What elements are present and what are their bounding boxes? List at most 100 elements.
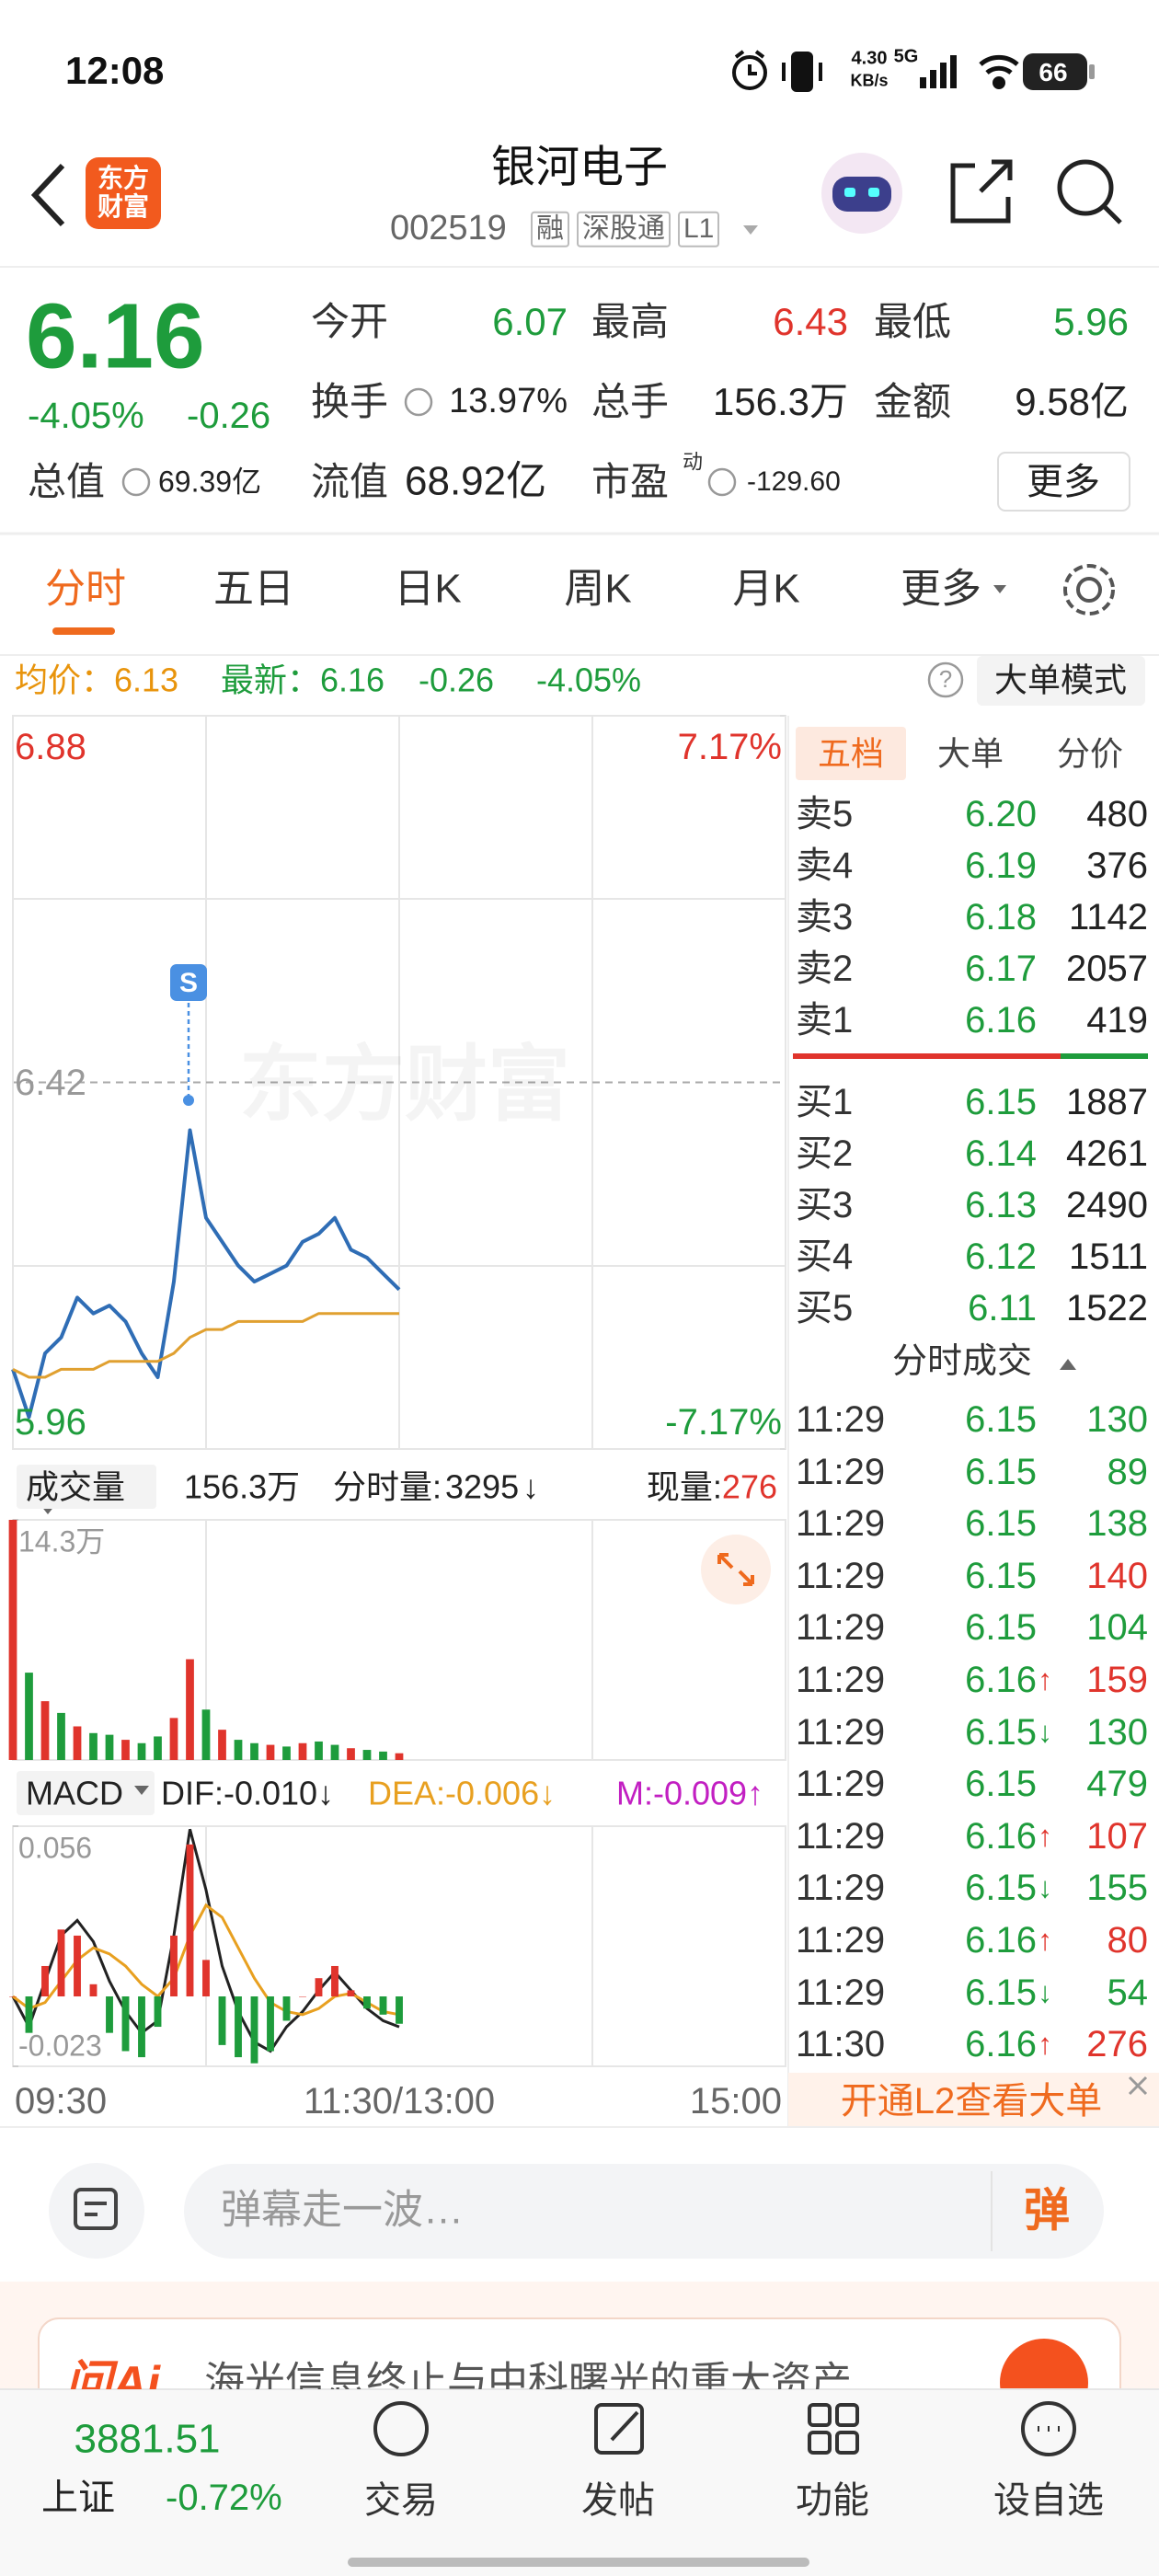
trade-time: 11:29	[796, 1503, 886, 1545]
sort-arrow[interactable]	[1060, 1359, 1076, 1370]
chart-tab[interactable]: 分时	[45, 566, 126, 612]
trade-time: 11:29	[796, 1399, 886, 1440]
danmaku-button[interactable]: 弹	[1024, 2184, 1070, 2237]
book-volume: 376	[1086, 845, 1148, 886]
order-book-tab[interactable]: 大单	[936, 734, 1004, 773]
trade-time: 11:29	[796, 1815, 886, 1857]
mode-label[interactable]: 大单模式	[993, 661, 1128, 699]
trade-price: 6.15	[965, 1764, 1037, 1805]
dropdown-arrow[interactable]	[743, 225, 758, 235]
volume-bar	[347, 1748, 355, 1760]
y-tick-label: 14.3万	[18, 1524, 106, 1558]
trade-volume: 54	[1107, 1972, 1149, 2013]
volume-bar	[234, 1740, 243, 1760]
volume-bar	[154, 1736, 162, 1760]
change-percent: -4.05%	[536, 661, 642, 699]
trade-volume: 80	[1107, 1920, 1149, 1961]
period-volume: 3295	[445, 1467, 520, 1506]
stat-label: 总值	[28, 459, 106, 503]
settings-button[interactable]	[1063, 564, 1115, 615]
comment-placeholder[interactable]: 弹幕走一波…	[221, 2187, 464, 2233]
book-volume: 1522	[1066, 1288, 1148, 1328]
dropdown-arrow[interactable]	[993, 585, 1006, 593]
nav-item[interactable]: 发帖	[581, 2480, 655, 2521]
trade-direction: ↑	[1038, 1923, 1052, 1957]
indicator-selector[interactable]	[17, 1771, 155, 1815]
stat-label: 总手	[591, 379, 670, 423]
volume-selector[interactable]	[17, 1465, 156, 1509]
chart-tab[interactable]: 日K	[394, 566, 462, 612]
back-button[interactable]	[30, 163, 65, 227]
avg-price: 6.13	[114, 661, 179, 699]
macd-bar	[41, 1965, 49, 1997]
share-button[interactable]	[950, 159, 1013, 224]
book-price: 6.16	[965, 1000, 1037, 1041]
trades-title[interactable]: 分时成交	[891, 1342, 1033, 1382]
logo[interactable]	[86, 157, 161, 229]
logo-text[interactable]: 东方财富	[97, 164, 149, 221]
index-value[interactable]: 3881.51	[74, 2416, 221, 2462]
help-icon[interactable]	[927, 661, 964, 698]
book-level: 卖3	[796, 897, 854, 937]
chart-tab[interactable]: 月K	[732, 566, 800, 612]
danmaku-settings[interactable]	[49, 2163, 144, 2259]
trade-time: 11:29	[796, 1764, 886, 1805]
macd-bar	[138, 1996, 145, 2058]
order-book-tab[interactable]: 五档	[817, 734, 885, 773]
nav-item[interactable]: 设自选	[993, 2480, 1104, 2521]
l2-banner-label[interactable]: 开通L2查看大单	[840, 2081, 1103, 2122]
y2-tick-label: -7.17%	[665, 1402, 782, 1443]
ad-text[interactable]: 海光信息终止与中科曙光的重大资产…	[204, 2359, 892, 2389]
nav-icons	[373, 2401, 1076, 2456]
stat-value: 9.58亿	[1015, 379, 1129, 423]
expand-button[interactable]	[701, 1535, 771, 1604]
l2-banner[interactable]	[788, 2073, 1159, 2127]
book-level: 卖4	[796, 845, 854, 886]
chart-tab[interactable]: 五日	[213, 566, 294, 612]
assistant-avatar[interactable]	[821, 153, 902, 234]
nav-item[interactable]: 交易	[364, 2480, 438, 2521]
book-price: 6.13	[965, 1185, 1037, 1225]
search-button[interactable]	[1057, 159, 1122, 224]
battery-level: 66	[1039, 57, 1068, 86]
trade-time: 11:29	[796, 1972, 886, 2013]
volume-bar	[330, 1744, 339, 1760]
order-book-tab[interactable]: 分价	[1056, 734, 1124, 773]
dropdown-arrow[interactable]	[134, 1786, 149, 1795]
signal-marker: S	[178, 967, 199, 998]
info-icons	[121, 387, 737, 497]
chart-tab[interactable]: 周K	[564, 566, 632, 612]
ad-brand: 问Ai	[64, 2357, 161, 2389]
current-volume-label: 现量:	[646, 1467, 722, 1506]
close-button[interactable]	[1128, 2076, 1148, 2096]
volume-bar	[73, 1726, 82, 1760]
change-amount: -0.26	[187, 396, 271, 436]
trade-volume: 107	[1086, 1815, 1148, 1857]
macd-bar	[9, 1996, 17, 1997]
comment-input[interactable]	[184, 2164, 1104, 2259]
signal-bars	[920, 55, 957, 88]
indicator-title[interactable]: MACD	[26, 1774, 123, 1812]
book-level: 买4	[796, 1236, 854, 1277]
stat-label: 今开	[311, 299, 389, 343]
trade-time: 11:30	[796, 2024, 886, 2065]
more-button[interactable]	[997, 452, 1130, 512]
book-level: 买1	[796, 1082, 854, 1122]
nav-item[interactable]: 功能	[796, 2480, 869, 2521]
trade-price: 6.15	[965, 1399, 1037, 1440]
more-button-label[interactable]: 更多	[1027, 462, 1100, 502]
volume-bar	[105, 1734, 114, 1760]
macd-bar	[202, 1960, 210, 1997]
help-icon-label[interactable]: ?	[938, 665, 953, 694]
volume-title[interactable]: 成交量	[26, 1467, 126, 1506]
macd-bar	[89, 1984, 98, 1997]
volume-bar	[137, 1742, 146, 1760]
macd-bar	[379, 1996, 387, 2015]
chart-tab[interactable]: 更多	[901, 566, 981, 612]
y2-tick-label: 7.17%	[677, 727, 782, 767]
mode-button[interactable]	[977, 656, 1145, 706]
macd-bar	[299, 1996, 306, 1997]
macd-bar	[218, 1996, 226, 2045]
